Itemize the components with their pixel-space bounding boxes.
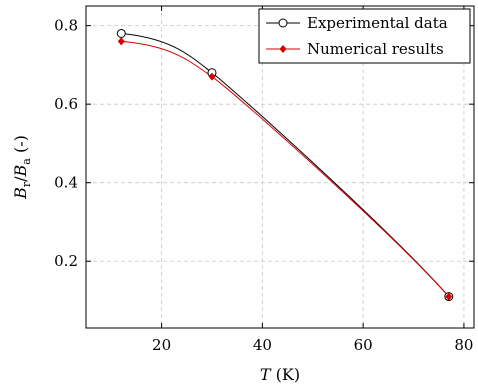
series-line-experimental — [121, 32, 450, 297]
legend-box — [258, 8, 471, 64]
series-layer — [116, 28, 454, 302]
y-label-unit: (-) — [11, 135, 30, 158]
y-label-slash: / — [11, 176, 30, 182]
data-point-experimental — [116, 28, 126, 38]
x-label-unit: (K) — [271, 365, 301, 384]
y-label-sub-r: r — [20, 181, 33, 187]
y-tick-label: 0.4 — [54, 174, 78, 192]
x-tick-label: 20 — [152, 336, 171, 354]
y-tick-label: 0.6 — [54, 95, 78, 113]
y-axis-label: Br/Ba (-) — [11, 135, 33, 200]
data-point-numerical — [208, 72, 216, 81]
y-tick-label: 0.2 — [54, 252, 78, 270]
plot-frame — [85, 5, 475, 329]
legend-marker-numerical — [279, 45, 287, 53]
x-tick-label: 40 — [253, 336, 272, 354]
x-tick-label: 80 — [454, 336, 473, 354]
series-line-numerical — [121, 40, 450, 297]
legend-marker-experimental — [278, 18, 288, 28]
x-axis-label: T (K) — [260, 365, 300, 384]
data-point-numerical — [117, 37, 125, 46]
x-label-main: T — [260, 365, 272, 384]
y-label-main: B — [11, 187, 30, 200]
axis-ticks: 20 40 60 80 0.2 0.4 0.6 0.8 — [54, 6, 474, 354]
legend: Experimental data Numerical results — [258, 8, 471, 64]
y-label-sub-a: a — [20, 158, 33, 165]
y-tick-label: 0.8 — [54, 17, 78, 35]
legend-label-numerical: Numerical results — [307, 40, 444, 58]
y-label-main2: B — [11, 164, 30, 177]
data-point-numerical — [445, 292, 453, 301]
legend-label-experimental: Experimental data — [307, 14, 448, 32]
x-tick-label: 60 — [354, 336, 373, 354]
